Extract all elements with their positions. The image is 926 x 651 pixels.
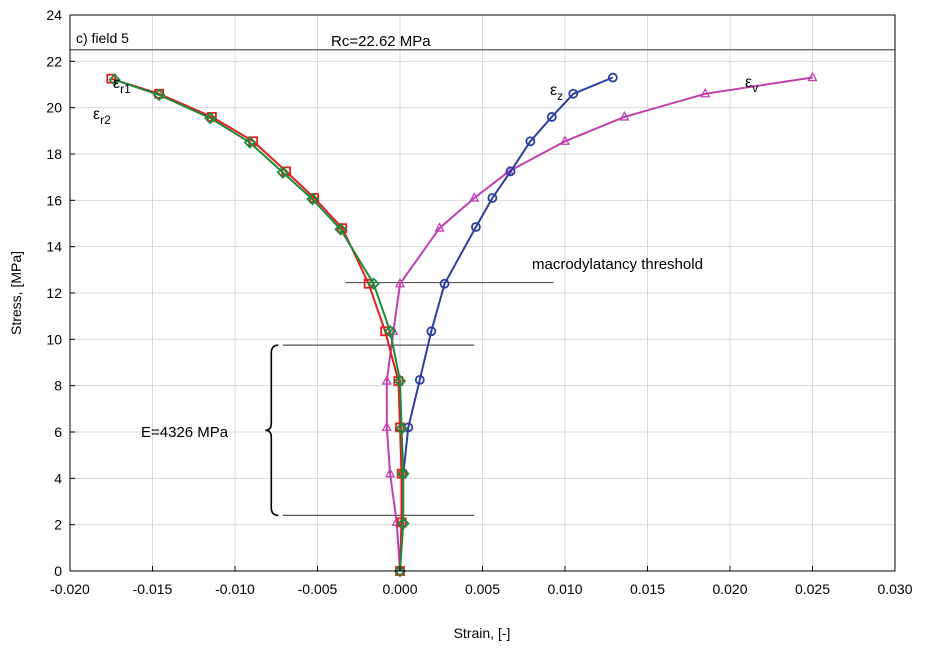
series-line bbox=[385, 76, 813, 572]
data-point bbox=[700, 87, 711, 98]
tick-layer: -0.020 -0.015 -0.010 -0.005 0.000 0.005 0.010 0… bbox=[46, 7, 912, 597]
x-tick-label: 0.010 bbox=[547, 581, 582, 597]
series-label-v: εv bbox=[745, 74, 758, 95]
macrodilatancy-label: macrodylatancy threshold bbox=[532, 256, 703, 273]
panel-label: c) field 5 bbox=[76, 30, 129, 46]
x-tick-label: 0.015 bbox=[630, 581, 665, 597]
series-label-z: εz bbox=[550, 82, 563, 103]
data-point bbox=[487, 193, 498, 203]
data-point bbox=[385, 467, 396, 478]
data-point bbox=[439, 278, 450, 289]
series-line bbox=[399, 76, 614, 572]
series-1 bbox=[108, 73, 410, 578]
y-tick-label: 14 bbox=[46, 239, 62, 255]
data-point bbox=[393, 374, 407, 388]
data-point bbox=[568, 88, 579, 99]
data-point bbox=[434, 222, 445, 232]
data-point bbox=[619, 111, 630, 121]
data-point bbox=[394, 277, 406, 288]
data-point bbox=[383, 324, 397, 338]
x-tick-label: -0.020 bbox=[50, 581, 90, 597]
y-tick-label: 20 bbox=[46, 100, 62, 116]
y-tick-label: 4 bbox=[54, 470, 62, 486]
data-point bbox=[381, 421, 392, 432]
series-label-r2-sub: r2 bbox=[100, 113, 111, 127]
y-tick-label: 18 bbox=[46, 146, 62, 162]
y-tick-label: 6 bbox=[54, 424, 62, 440]
x-tick-label: -0.005 bbox=[298, 581, 338, 597]
data-point bbox=[391, 516, 402, 526]
data-point bbox=[306, 192, 319, 206]
y-tick-label: 24 bbox=[46, 7, 62, 23]
data-point bbox=[243, 136, 257, 149]
series-label-z-sub: z bbox=[557, 89, 563, 103]
data-point bbox=[367, 277, 380, 291]
data-point bbox=[203, 111, 217, 125]
data-point bbox=[394, 565, 406, 575]
series-line bbox=[114, 78, 405, 572]
y-tick-label: 16 bbox=[46, 192, 62, 208]
data-point bbox=[525, 136, 536, 147]
y-tick-label: 2 bbox=[54, 517, 62, 533]
y-tick-label: 12 bbox=[46, 285, 62, 301]
data-point bbox=[381, 375, 392, 385]
x-tick-label: 0.000 bbox=[382, 581, 417, 597]
x-axis-title: Strain, [-] bbox=[454, 625, 511, 641]
data-point bbox=[470, 222, 481, 232]
data-point bbox=[397, 467, 410, 480]
series-label-r2: εr2 bbox=[93, 106, 111, 127]
y-axis-title: Stress, [MPa] bbox=[8, 251, 24, 335]
data-point bbox=[469, 192, 480, 202]
reference-lines-layer bbox=[70, 49, 895, 517]
x-tick-label: 0.005 bbox=[465, 581, 500, 597]
data-point bbox=[397, 517, 410, 530]
data-point bbox=[426, 326, 437, 337]
series-layer bbox=[106, 71, 818, 578]
data-point bbox=[334, 223, 347, 236]
data-point bbox=[152, 88, 166, 102]
y-tick-label: 22 bbox=[46, 53, 62, 69]
series-line bbox=[110, 77, 403, 572]
x-tick-label: 0.020 bbox=[712, 581, 747, 597]
series-label-r1-sub: r1 bbox=[120, 82, 131, 96]
data-point bbox=[505, 166, 516, 177]
data-point bbox=[607, 72, 618, 83]
data-point bbox=[807, 71, 818, 82]
series-label-v-sub: v bbox=[752, 81, 758, 95]
data-point bbox=[393, 564, 407, 578]
x-tick-label: -0.010 bbox=[215, 581, 255, 597]
rc-label: Rc=22.62 MPa bbox=[331, 33, 431, 50]
modulus-brace bbox=[265, 344, 279, 517]
data-point bbox=[395, 422, 408, 435]
y-tick-label: 10 bbox=[46, 331, 62, 347]
series-label-r1: εr1 bbox=[113, 75, 131, 96]
x-tick-label: -0.015 bbox=[133, 581, 173, 597]
y-tick-label: 0 bbox=[54, 563, 62, 579]
data-point bbox=[414, 374, 425, 385]
data-point bbox=[546, 112, 557, 122]
x-tick-label: 0.025 bbox=[795, 581, 830, 597]
x-tick-label: 0.030 bbox=[877, 581, 912, 597]
data-point bbox=[276, 166, 290, 179]
data-point bbox=[559, 135, 571, 145]
data-point bbox=[108, 73, 121, 87]
y-tick-label: 8 bbox=[54, 378, 62, 394]
modulus-label: E=4326 MPa bbox=[141, 424, 229, 441]
